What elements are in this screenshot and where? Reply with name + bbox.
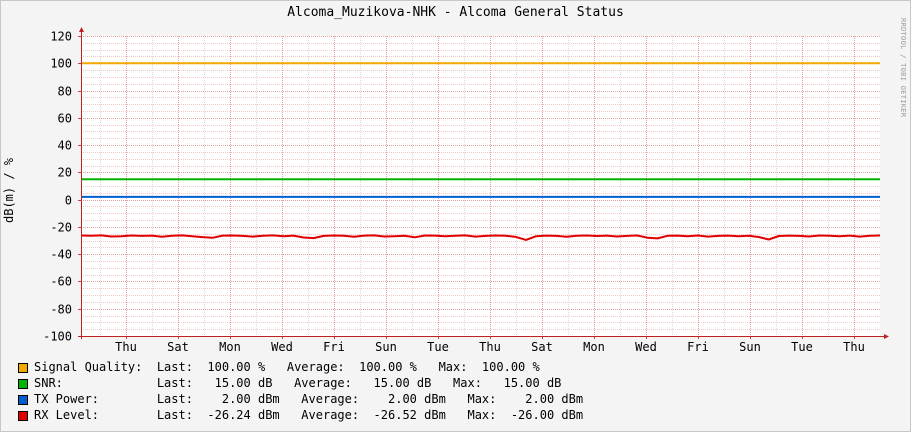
- y-tick-label: 60: [58, 112, 72, 126]
- x-tick-label: Tue: [427, 340, 449, 354]
- series-line-rxlevel: [80, 234, 881, 241]
- x-tick-label: Fri: [687, 340, 709, 354]
- plot-area: [81, 36, 880, 336]
- y-tick-label: 40: [58, 139, 72, 153]
- y-tick-label: 20: [58, 166, 72, 180]
- legend-swatch: [18, 411, 28, 421]
- x-tick-label: Mon: [583, 340, 605, 354]
- legend-swatch: [18, 395, 28, 405]
- legend-text: Signal Quality: Last: 100.00 % Average: …: [34, 360, 540, 374]
- x-tick-label: Thu: [479, 340, 501, 354]
- legend-swatch: [18, 363, 28, 373]
- y-tick-label: -80: [50, 303, 72, 317]
- chart-title: Alcoma_Muzikova-NHK - Alcoma General Sta…: [287, 5, 624, 20]
- x-tick-label: Sat: [531, 340, 553, 354]
- legend-swatch: [18, 379, 28, 389]
- x-tick-label: Thu: [115, 340, 137, 354]
- legend-text: SNR: Last: 15.00 dB Average: 15.00 dB Ma…: [34, 376, 562, 390]
- y-axis-arrow: [79, 27, 84, 32]
- x-tick-label: Fri: [323, 340, 345, 354]
- x-tick-label: Thu: [843, 340, 865, 354]
- x-axis-arrow: [884, 334, 889, 339]
- y-tick-label: -40: [50, 248, 72, 262]
- x-tick-label: Mon: [219, 340, 241, 354]
- x-tick-label: Sat: [167, 340, 189, 354]
- y-tick-label: 80: [58, 85, 72, 99]
- x-tick-label: Sun: [739, 340, 761, 354]
- rrdtool-watermark: RRDTOOL / TOBI OETIKER: [899, 18, 907, 118]
- x-tick-label: Wed: [635, 340, 657, 354]
- y-tick-label: 120: [50, 30, 72, 44]
- y-tick-label: -60: [50, 275, 72, 289]
- y-tick-label: -20: [50, 221, 72, 235]
- legend-text: RX Level: Last: -26.24 dBm Average: -26.…: [34, 408, 584, 422]
- legend-text: TX Power: Last: 2.00 dBm Average: 2.00 d…: [34, 392, 584, 406]
- y-tick-label: 0: [65, 194, 72, 208]
- x-tick-label: Wed: [271, 340, 293, 354]
- x-tick-label: Tue: [791, 340, 813, 354]
- y-tick-label: 100: [50, 57, 72, 71]
- y-tick-label: -100: [43, 330, 72, 344]
- x-tick-label: Sun: [375, 340, 397, 354]
